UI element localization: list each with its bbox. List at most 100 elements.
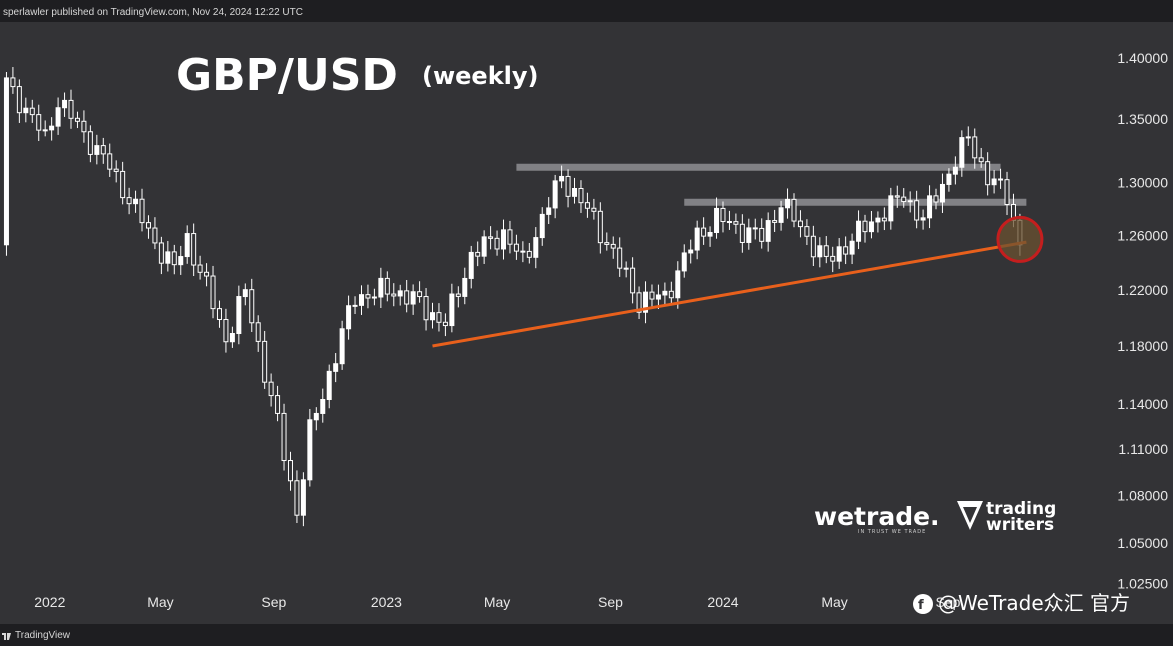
trading-writers-line2: writers [986, 515, 1054, 535]
y-tick-label: 1.40000 [1117, 50, 1168, 66]
candle [630, 257, 636, 304]
tradingview-logo-icon [2, 631, 11, 640]
candle [927, 185, 933, 229]
wetrade-tagline: IN TRUST WE TRADE [858, 529, 926, 535]
candle [68, 89, 74, 129]
candle [539, 207, 545, 246]
y-tick-label: 1.02500 [1117, 575, 1168, 591]
candle [617, 237, 623, 277]
candle [862, 214, 868, 243]
candle [933, 188, 939, 210]
plot-background [0, 22, 1173, 624]
candle [914, 190, 920, 229]
candle [320, 388, 326, 423]
candle [501, 219, 507, 260]
candle [36, 104, 42, 142]
candle [191, 223, 197, 277]
candle [352, 296, 358, 315]
y-tick-label: 1.11000 [1118, 441, 1168, 457]
candle [636, 286, 642, 319]
candle [546, 197, 552, 225]
candle [785, 188, 791, 219]
candle [423, 288, 429, 331]
candle [965, 126, 971, 146]
candle [739, 214, 745, 253]
candle [126, 187, 132, 215]
candle [726, 210, 732, 230]
candle [952, 156, 958, 185]
candle [404, 279, 410, 313]
candle [843, 236, 849, 265]
candle [597, 202, 603, 254]
candle [430, 302, 436, 329]
candle [346, 295, 352, 340]
candle [197, 255, 203, 280]
candle [158, 236, 164, 275]
y-axis[interactable]: 1.40000 1.35000 1.30000 1.26000 1.22000 1.180… [1102, 22, 1173, 600]
candle [242, 283, 248, 306]
price-chart[interactable]: 1.40000 1.35000 1.30000 1.26000 1.22000 1.180… [0, 22, 1173, 624]
candle [307, 408, 313, 487]
candle [830, 246, 836, 273]
candle [391, 283, 397, 307]
candle [552, 174, 558, 219]
candle [972, 128, 978, 169]
candle [823, 236, 829, 264]
svg-text:f: f [918, 598, 924, 613]
candle [100, 137, 106, 164]
candle [397, 284, 403, 306]
candle [23, 97, 29, 123]
candle [662, 282, 668, 305]
publish-info-text: sperlawler published on TradingView.com,… [3, 7, 303, 18]
trendline [432, 240, 1027, 348]
wetrade-logo-text: wetrade. [814, 502, 940, 531]
candle [759, 218, 765, 249]
candle [991, 170, 997, 194]
candle [881, 207, 887, 231]
weibo-watermark: f @WeTrade众汇 官方 [913, 591, 1130, 615]
candle [326, 364, 332, 409]
candle [210, 265, 216, 319]
candle [171, 244, 177, 275]
trading-writers-mark-icon [957, 501, 983, 530]
candle [894, 185, 900, 208]
candle [294, 470, 300, 523]
candle [1004, 171, 1010, 216]
x-tick-label: 2023 [371, 594, 402, 610]
candle [223, 308, 229, 353]
candle [449, 283, 455, 333]
candle [49, 117, 55, 141]
candle [772, 209, 778, 232]
chart-subtitle: (weekly) [422, 62, 539, 90]
candle [133, 190, 139, 213]
candle [733, 213, 739, 234]
candle [275, 385, 281, 422]
candle [533, 227, 539, 269]
candle [978, 147, 984, 168]
publish-info-bar: sperlawler published on TradingView.com,… [0, 0, 1173, 22]
candle [455, 286, 461, 308]
candle [94, 134, 100, 165]
x-tick-label: Sep [261, 594, 286, 610]
candle [565, 169, 571, 208]
candle [856, 210, 862, 250]
candle [572, 177, 578, 204]
candle [255, 315, 261, 352]
candle [145, 215, 151, 239]
tradingview-label: TradingView [15, 629, 71, 641]
candle [442, 313, 448, 337]
candle [333, 353, 339, 383]
trading-writers-logo: trading writers [957, 499, 1056, 535]
candle [281, 403, 287, 471]
y-axis-panel [1102, 22, 1173, 600]
candle [578, 180, 584, 213]
x-tick-label: May [147, 594, 173, 610]
candle [229, 326, 235, 348]
candle [797, 210, 803, 238]
candle [262, 330, 268, 389]
x-axis[interactable]: 2022 May Sep 2023 May Sep 2024 May Sep [34, 594, 960, 610]
y-tick-label: 1.22000 [1117, 282, 1168, 298]
candle [681, 244, 687, 278]
candle [675, 261, 681, 309]
x-tick-label: 2022 [34, 594, 65, 610]
